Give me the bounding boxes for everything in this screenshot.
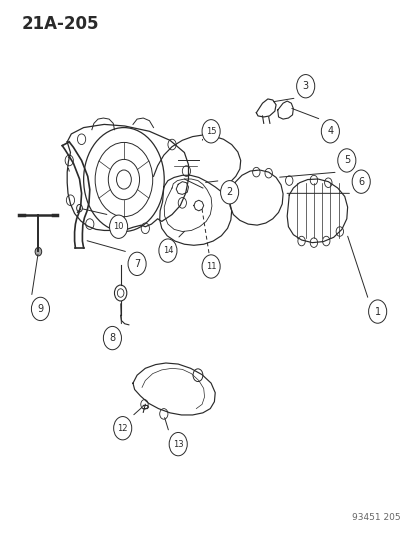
Circle shape xyxy=(35,247,42,256)
Text: 4: 4 xyxy=(327,126,332,136)
Circle shape xyxy=(169,432,187,456)
Circle shape xyxy=(320,119,339,143)
Circle shape xyxy=(159,239,176,262)
Circle shape xyxy=(202,255,220,278)
Text: 12: 12 xyxy=(117,424,128,433)
Text: 1: 1 xyxy=(374,306,380,317)
Text: 3: 3 xyxy=(302,81,308,91)
Circle shape xyxy=(368,300,386,323)
Text: 14: 14 xyxy=(162,246,173,255)
Circle shape xyxy=(128,252,146,276)
Circle shape xyxy=(337,149,355,172)
Text: 9: 9 xyxy=(37,304,43,314)
Text: 11: 11 xyxy=(205,262,216,271)
Text: 2: 2 xyxy=(226,187,232,197)
Text: 13: 13 xyxy=(173,440,183,449)
Circle shape xyxy=(103,326,121,350)
Circle shape xyxy=(31,297,50,320)
Text: 5: 5 xyxy=(343,156,349,165)
Circle shape xyxy=(220,181,238,204)
Text: 21A-205: 21A-205 xyxy=(22,14,99,33)
Text: 7: 7 xyxy=(134,259,140,269)
Circle shape xyxy=(202,119,220,143)
Circle shape xyxy=(109,215,127,238)
Circle shape xyxy=(296,75,314,98)
Text: 15: 15 xyxy=(205,127,216,136)
Text: 6: 6 xyxy=(357,176,363,187)
Text: 10: 10 xyxy=(113,222,123,231)
Text: 93451 205: 93451 205 xyxy=(351,513,399,522)
Text: 8: 8 xyxy=(109,333,115,343)
Circle shape xyxy=(114,417,131,440)
Circle shape xyxy=(351,170,369,193)
